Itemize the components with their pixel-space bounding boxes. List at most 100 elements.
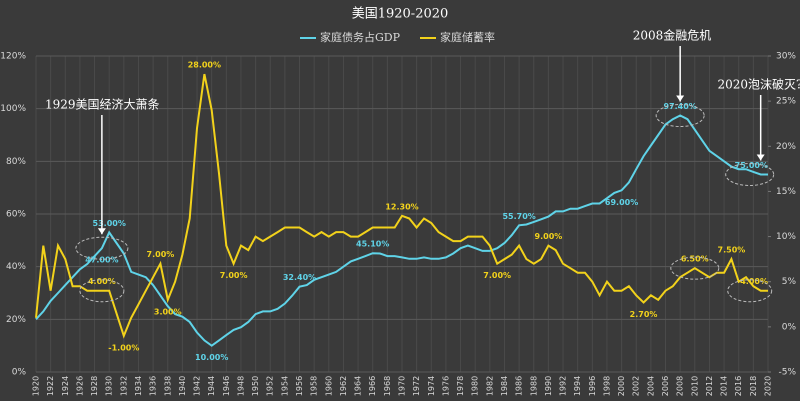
data-label: 4.00% — [88, 277, 116, 286]
data-label: 47.00% — [85, 256, 118, 265]
x-tick-label: 1954 — [280, 376, 289, 396]
y-tick-label: 100% — [0, 104, 26, 114]
annotation: 1929美国经济大萧条 — [45, 97, 160, 112]
y2-tick-label: 30% — [776, 52, 796, 62]
data-label: 12.30% — [385, 202, 418, 211]
data-label: 45.10% — [356, 240, 389, 249]
data-label: 7.00% — [147, 250, 175, 259]
y2-tick-label: 25% — [776, 97, 796, 107]
x-tick-label: 1968 — [383, 376, 392, 396]
x-tick-label: 2008 — [676, 376, 685, 396]
highlight-ellipse — [79, 279, 125, 303]
x-tick-label: 1984 — [500, 376, 509, 396]
x-tick-label: 2012 — [705, 376, 714, 396]
x-tick-label: 1936 — [149, 376, 158, 396]
data-label: 55.70% — [502, 212, 535, 221]
x-tick-label: 2004 — [646, 376, 655, 396]
x-tick-label: 2002 — [632, 376, 641, 396]
data-label: 4.00% — [740, 277, 768, 286]
y-tick-label: 80% — [6, 157, 26, 167]
x-tick-label: 1972 — [412, 376, 421, 396]
annotation: 2008金融危机 — [633, 28, 712, 43]
y-tick-label: 20% — [6, 315, 26, 325]
x-tick-label: 1986 — [515, 376, 524, 396]
x-tick-label: 1988 — [529, 376, 538, 396]
chart-title: 美国1920-2020 — [352, 7, 449, 22]
x-tick-label: 1946 — [222, 376, 231, 396]
x-tick-label: 1958 — [310, 376, 319, 396]
highlight-ellipse — [670, 256, 720, 280]
y2-tick-label: 0% — [782, 322, 797, 332]
x-tick-label: 1920 — [32, 376, 41, 396]
x-tick-label: 1934 — [134, 376, 143, 396]
x-tick-label: 1948 — [236, 376, 245, 396]
data-label: 69.00% — [605, 198, 638, 207]
annotation: 2020泡沫破灭? — [718, 77, 800, 92]
x-tick-label: 1966 — [368, 376, 377, 396]
x-tick-label: 2016 — [734, 376, 743, 396]
data-label: 3.00% — [154, 307, 182, 316]
y-tick-label: 40% — [6, 262, 26, 272]
data-label: 7.00% — [220, 271, 248, 280]
x-tick-label: 1996 — [588, 376, 597, 396]
x-tick-label: 1964 — [354, 376, 363, 396]
highlight-ellipse — [727, 279, 773, 303]
arrow-head — [756, 154, 765, 161]
y2-tick-label: 20% — [776, 142, 796, 152]
arrow-head — [97, 228, 106, 235]
y2-tick-label: 15% — [776, 187, 796, 197]
data-label: 75.00% — [735, 161, 768, 170]
x-tick-label: 1924 — [61, 376, 70, 396]
x-tick-label: 1942 — [193, 376, 202, 396]
y2-tick-label: 5% — [782, 277, 797, 287]
x-tick-label: 1928 — [90, 376, 99, 396]
data-label: 97.40% — [663, 102, 696, 111]
x-tick-label: 1938 — [163, 376, 172, 396]
data-label: 7.50% — [718, 246, 746, 255]
highlight-ellipse — [75, 236, 129, 260]
data-label: 28.00% — [188, 61, 221, 70]
x-tick-label: 2018 — [749, 376, 758, 396]
data-label: 53.00% — [93, 219, 126, 228]
data-label: 32.40% — [283, 273, 316, 282]
legend-label: 家庭储蓄率 — [440, 30, 495, 44]
x-tick-label: 1992 — [559, 376, 568, 396]
x-tick-label: 1926 — [75, 376, 84, 396]
data-label: 2.70% — [630, 310, 658, 319]
x-tick-label: 1994 — [573, 376, 582, 396]
x-tick-label: 1956 — [295, 376, 304, 396]
x-tick-label: 2006 — [661, 376, 670, 396]
x-tick-label: 1940 — [178, 376, 187, 396]
x-tick-label: 1922 — [46, 376, 55, 396]
x-tick-label: 2010 — [690, 376, 699, 396]
arrow-head — [676, 95, 685, 102]
x-tick-label: 1982 — [485, 376, 494, 396]
x-tick-label: 2014 — [720, 376, 729, 396]
x-tick-label: 1930 — [105, 376, 114, 396]
x-tick-label: 2020 — [764, 376, 773, 396]
data-label: 10.00% — [195, 353, 228, 362]
x-tick-label: 1976 — [441, 376, 450, 396]
x-tick-label: 1962 — [339, 376, 348, 396]
data-label: 6.50% — [681, 255, 709, 264]
highlight-ellipse — [655, 104, 705, 128]
x-tick-label: 1960 — [324, 376, 333, 396]
x-tick-label: 1952 — [266, 376, 275, 396]
series-line — [35, 73, 768, 339]
y2-tick-label: -5% — [778, 368, 796, 378]
x-tick-label: 1950 — [251, 376, 260, 396]
y-tick-label: 120% — [0, 52, 26, 62]
legend-label: 家庭债务占GDP — [320, 30, 401, 44]
data-label: 9.00% — [535, 232, 563, 241]
series-line — [35, 114, 768, 347]
x-tick-label: 1974 — [427, 376, 436, 396]
x-tick-label: 1932 — [119, 376, 128, 396]
data-label: 7.00% — [483, 271, 511, 280]
x-tick-label: 1998 — [602, 376, 611, 396]
highlight-ellipse — [725, 163, 775, 186]
y2-tick-label: 10% — [776, 232, 796, 242]
x-tick-label: 1980 — [471, 376, 480, 396]
x-tick-label: 1970 — [398, 376, 407, 396]
